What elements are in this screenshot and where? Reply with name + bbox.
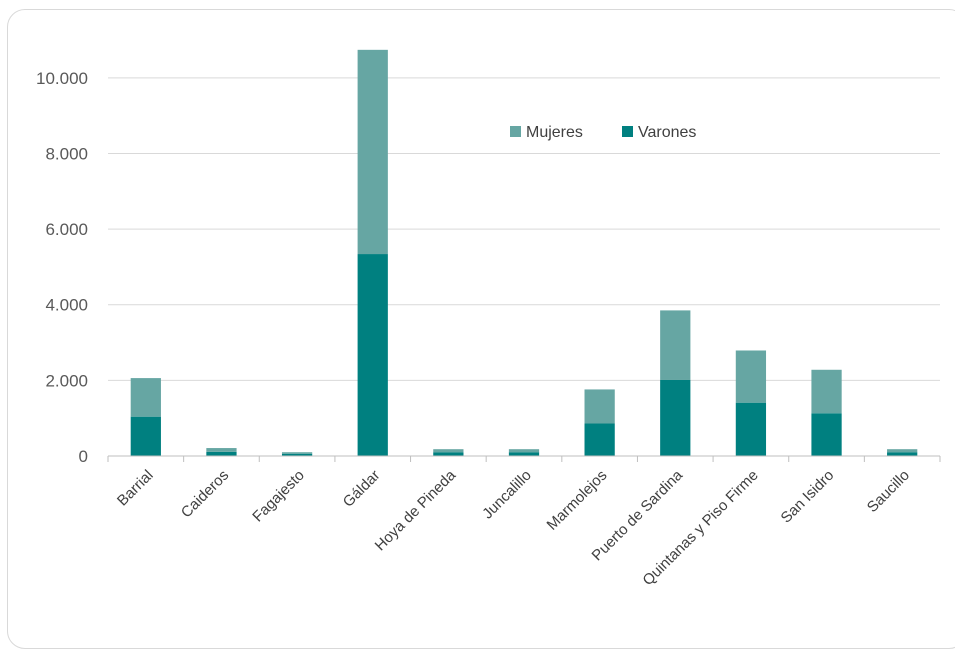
bar-mujeres (206, 448, 237, 452)
bar-varones (735, 402, 767, 456)
bar-mujeres (887, 449, 918, 453)
y-tick-label: 2.000 (45, 371, 88, 390)
legend-swatch-varones (622, 126, 633, 137)
bar-varones (281, 453, 313, 456)
stacked-bar-chart: 0 2.000 4.000 6.000 8.000 10.000 Barrial Caide… (36, 49, 941, 589)
legend-label-mujeres: Mujeres (526, 124, 583, 141)
x-tick-label: Gáldar (340, 467, 384, 511)
bar-varones (660, 379, 691, 456)
bar-mujeres (660, 310, 691, 380)
y-axis-ticks: 0 2.000 4.000 6.000 8.000 10.000 (36, 69, 88, 466)
x-tick-label: Fagajesto (249, 467, 308, 526)
bar-varones (357, 254, 388, 456)
bar-mujeres (357, 49, 388, 255)
bar-mujeres (130, 378, 161, 417)
x-tick-label: Caideros (178, 467, 232, 521)
x-tick-label: San Isidro (778, 467, 838, 527)
y-tick-label: 8.000 (45, 144, 88, 163)
bar-varones (433, 452, 464, 456)
bar-varones (887, 452, 918, 456)
bar-mujeres (281, 452, 313, 454)
x-tick-label: Barrial (114, 467, 157, 510)
bar-mujeres (811, 369, 842, 414)
bar-varones (206, 451, 237, 456)
bar-varones (508, 452, 540, 456)
y-tick-label: 0 (79, 447, 88, 466)
bar-varones (584, 423, 615, 456)
x-axis (107, 455, 941, 462)
y-tick-label: 4.000 (45, 296, 88, 315)
x-tick-label: Hoya de Pineda (372, 466, 460, 554)
legend: Mujeres Varones (510, 124, 696, 141)
gridlines (108, 77, 940, 381)
y-tick-label: 6.000 (45, 220, 88, 239)
bar-varones (130, 416, 161, 456)
bars (130, 49, 918, 456)
bar-mujeres (735, 350, 767, 403)
x-tick-label: Juncalillo (479, 467, 535, 523)
bar-mujeres (433, 449, 464, 453)
x-tick-label: Marmolejos (544, 467, 611, 534)
bar-varones (811, 413, 842, 456)
x-tick-label: Saucillo (864, 467, 913, 516)
chart-frame (7, 9, 955, 649)
legend-swatch-mujeres (510, 126, 521, 137)
y-tick-label: 10.000 (36, 69, 88, 88)
bar-mujeres (584, 389, 615, 424)
bar-mujeres (508, 449, 540, 453)
legend-label-varones: Varones (638, 124, 696, 141)
